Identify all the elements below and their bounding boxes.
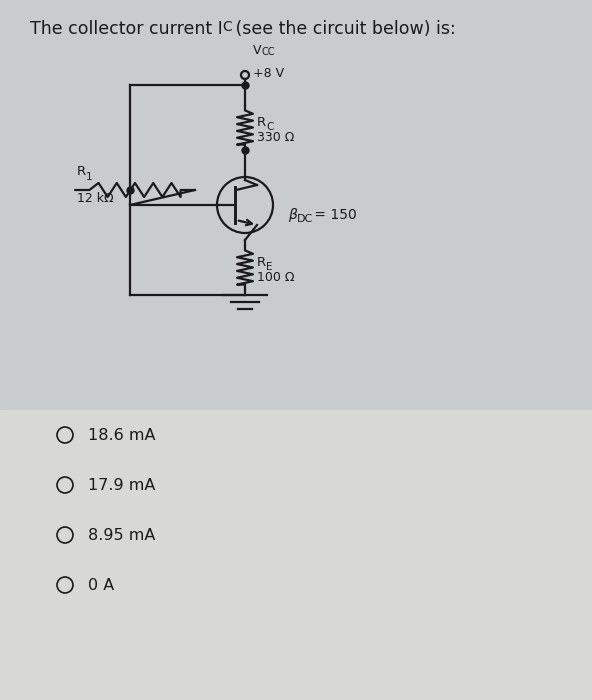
Text: E: E	[266, 262, 272, 272]
Text: 100 Ω: 100 Ω	[257, 271, 294, 284]
Bar	[0, 410, 592, 700]
Text: The collector current I: The collector current I	[30, 20, 223, 38]
Text: 330 Ω: 330 Ω	[257, 131, 294, 144]
Text: 18.6 mA: 18.6 mA	[88, 428, 156, 442]
Text: +8 V: +8 V	[253, 67, 284, 80]
Text: = 150: = 150	[310, 208, 357, 222]
Text: β: β	[288, 208, 297, 222]
Text: 1: 1	[86, 172, 92, 182]
Text: C: C	[222, 20, 231, 34]
Text: 12 kΩ: 12 kΩ	[77, 192, 114, 205]
Text: 17.9 mA: 17.9 mA	[88, 477, 155, 493]
Text: C: C	[266, 122, 274, 132]
Text: 0 A: 0 A	[88, 578, 114, 592]
Text: (see the circuit below) is:: (see the circuit below) is:	[230, 20, 456, 38]
Text: V: V	[253, 44, 262, 57]
Text: R: R	[257, 256, 266, 269]
Text: 8.95 mA: 8.95 mA	[88, 528, 155, 542]
Text: DC: DC	[297, 214, 313, 224]
Text: R: R	[257, 116, 266, 129]
Text: R: R	[77, 165, 86, 178]
Text: CC: CC	[262, 47, 275, 57]
